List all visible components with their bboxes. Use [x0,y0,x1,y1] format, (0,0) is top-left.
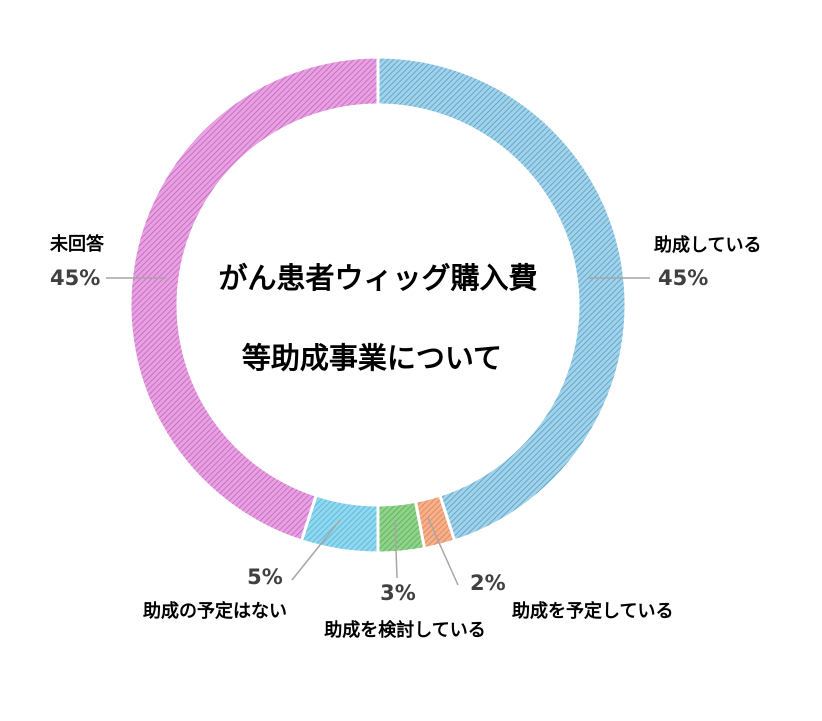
slice-no-answer [128,55,380,543]
leader-lines [106,277,650,586]
value-label-active: 45% [658,266,708,290]
chart-title-line-2: 等助成事業について [242,341,502,375]
donut-slices [128,55,628,555]
value-label-none: 5% [247,565,283,589]
value-label-no-answer: 45% [50,266,100,290]
value-label-considering: 3% [380,581,416,605]
value-label-planned: 2% [470,571,506,595]
leader-line-planned [427,517,459,586]
slice-considering [376,499,427,555]
category-label-considering: 助成を検討している [324,619,485,641]
category-label-planned: 助成を予定している [512,600,673,622]
category-label-active: 助成している [654,234,761,256]
leader-line-none [291,519,341,581]
category-label-no-answer: 未回答 [50,233,105,255]
category-label-none: 助成の予定はない [143,600,287,622]
leader-line-considering [394,519,398,579]
chart-title-line-1: がん患者ウィッグ購入費 [218,261,537,295]
data-labels: 助成している 45% 助成を予定している 2% 助成を検討している 3% 助成の予定はない 5… [50,233,761,641]
slice-active [376,55,628,543]
